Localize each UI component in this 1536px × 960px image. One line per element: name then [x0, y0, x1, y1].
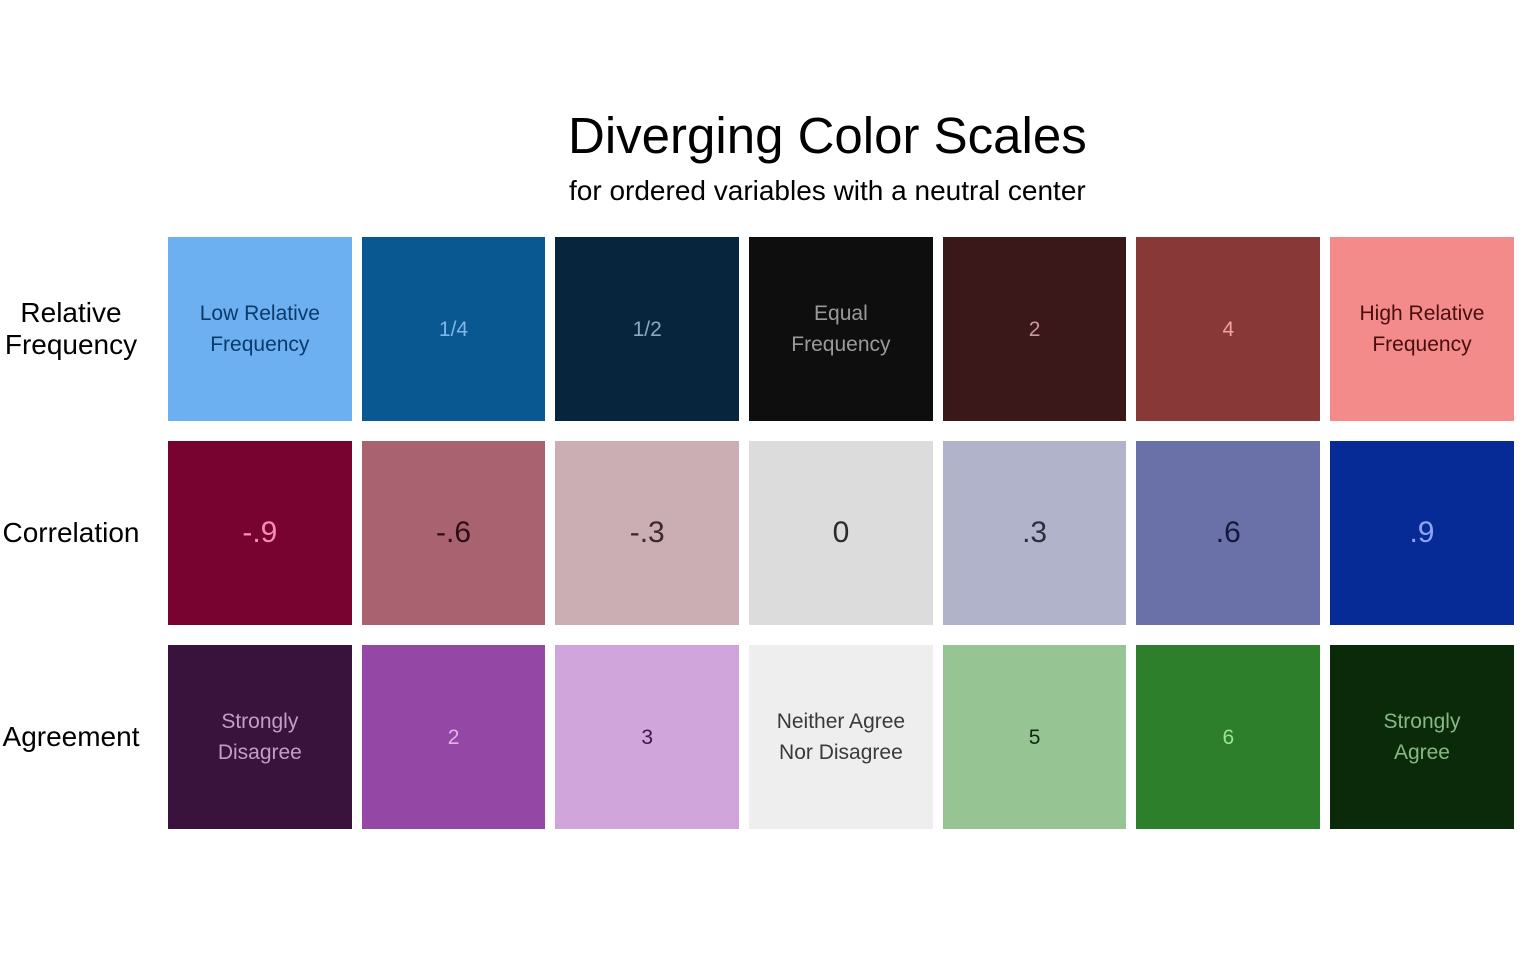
- swatch-correlation-neg-0-6: -.6: [361, 441, 546, 625]
- scale-row-relative-frequency: Relative Frequency Low Relative Frequenc…: [0, 237, 1536, 421]
- swatch-1-4: 1/4: [361, 237, 546, 421]
- row-label: Agreement: [2, 721, 140, 752]
- swatch-correlation-zero: 0: [749, 441, 933, 625]
- scale-row-agreement: Agreement Strongly Disagree 2 3 Neither …: [0, 645, 1536, 829]
- swatch-agreement-3: 3: [555, 645, 740, 829]
- scale-row-correlation: Correlation -.9 -.6 -.3 0 .3 .6 .9: [0, 441, 1536, 625]
- swatch-strongly-disagree: Strongly Disagree: [168, 645, 352, 829]
- swatch-correlation-0-3: .3: [942, 441, 1127, 625]
- swatch-agreement-6: 6: [1136, 645, 1321, 829]
- swatch-strip: Strongly Disagree 2 3 Neither Agree Nor …: [168, 645, 1514, 829]
- swatch-1-2: 1/2: [555, 237, 740, 421]
- swatch-agreement-5: 5: [942, 645, 1127, 829]
- swatch-equal-frequency: Equal Frequency: [749, 237, 933, 421]
- swatch-low-relative-frequency: Low Relative Frequency: [168, 237, 352, 421]
- swatch-correlation-0-9: .9: [1330, 441, 1514, 625]
- swatch-strip: Low Relative Frequency 1/4 1/2 Equal Fre…: [168, 237, 1514, 421]
- swatch-strip: -.9 -.6 -.3 0 .3 .6 .9: [168, 441, 1514, 625]
- swatch-neither-agree-nor-disagree: Neither Agree Nor Disagree: [749, 645, 933, 829]
- swatch-correlation-0-6: .6: [1136, 441, 1321, 625]
- chart-title: Diverging Color Scales: [568, 107, 1087, 164]
- row-label: Relative Frequency: [4, 297, 138, 360]
- swatch-high-relative-frequency: High Relative Frequency: [1330, 237, 1514, 421]
- swatch-correlation-neg-0-9: -.9: [168, 441, 352, 625]
- swatch-agreement-2: 2: [361, 645, 546, 829]
- chart-subtitle: for ordered variables with a neutral cen…: [569, 175, 1086, 206]
- swatch-strongly-agree: Strongly Agree: [1330, 645, 1514, 829]
- row-label: Correlation: [2, 517, 140, 548]
- swatch-correlation-neg-0-3: -.3: [555, 441, 740, 625]
- swatch-2x: 2: [942, 237, 1127, 421]
- swatch-4x: 4: [1136, 237, 1321, 421]
